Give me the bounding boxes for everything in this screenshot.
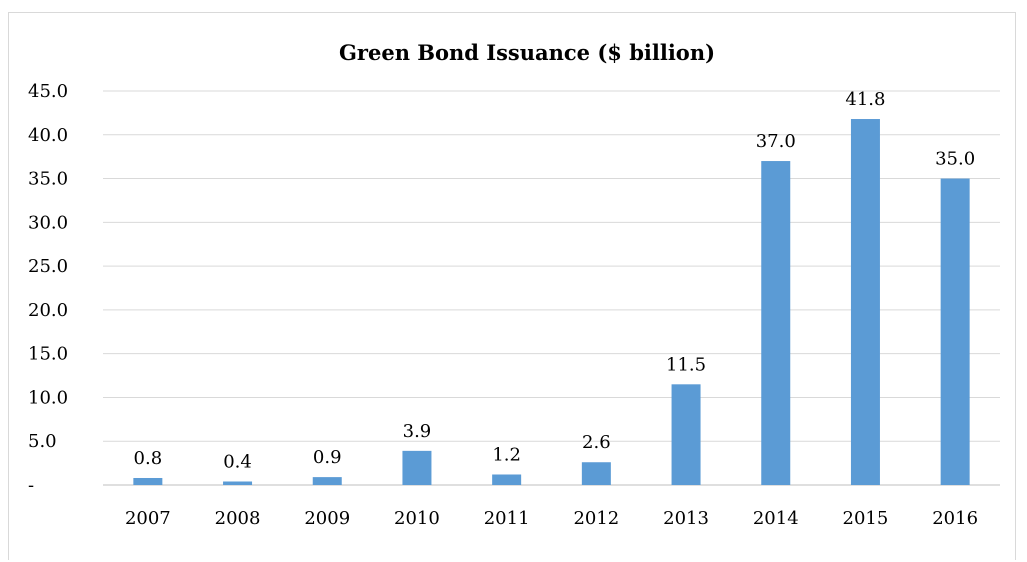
y-tick-label: 35.0 bbox=[28, 169, 68, 190]
x-tick-label-2014: 2014 bbox=[753, 508, 799, 529]
data-label-2010: 3.9 bbox=[403, 421, 432, 442]
bars bbox=[133, 119, 970, 486]
x-axis-ticks: 2007 2008 2009 2010 2011 2012 2013 2014 2015 2016 bbox=[125, 508, 978, 529]
y-axis-ticks: - 5.0 10.0 15.0 20.0 25.0 30.0 35.0 40.0 45.0 bbox=[28, 81, 68, 496]
data-label-2008: 0.4 bbox=[223, 451, 252, 472]
x-tick-label-2009: 2009 bbox=[304, 508, 350, 529]
y-tick-label: 10.0 bbox=[28, 387, 68, 408]
data-label-2009: 0.9 bbox=[313, 447, 342, 468]
y-tick-label: 20.0 bbox=[28, 300, 68, 321]
y-tick-label: 40.0 bbox=[28, 125, 68, 146]
bar-2008 bbox=[223, 481, 253, 485]
y-tick-label: 5.0 bbox=[28, 431, 57, 452]
gridlines bbox=[103, 90, 1000, 486]
bar-2015 bbox=[850, 119, 880, 486]
bar-2013 bbox=[671, 384, 701, 485]
bar-2010 bbox=[402, 450, 432, 485]
bar-2007 bbox=[133, 477, 163, 485]
bar-2014 bbox=[761, 161, 791, 486]
chart-frame bbox=[8, 12, 1016, 560]
y-tick-label: 15.0 bbox=[28, 344, 68, 365]
y-tick-label: 30.0 bbox=[28, 212, 68, 233]
bar-2016 bbox=[940, 178, 970, 486]
data-labels: 0.8 0.4 0.9 3.9 1.2 2.6 11.5 37.0 41.8 35.0 bbox=[134, 89, 976, 472]
data-label-2012: 2.6 bbox=[582, 432, 611, 453]
x-tick-label-2012: 2012 bbox=[573, 508, 619, 529]
bar-2009 bbox=[312, 477, 342, 485]
bar-2012 bbox=[581, 462, 611, 485]
x-tick-label-2016: 2016 bbox=[932, 508, 978, 529]
x-tick-label-2011: 2011 bbox=[484, 508, 530, 529]
chart-title: Green Bond Issuance ($ billion) bbox=[339, 40, 715, 65]
data-label-2013: 11.5 bbox=[666, 354, 706, 375]
x-tick-label-2015: 2015 bbox=[843, 508, 889, 529]
bar-2011 bbox=[492, 474, 522, 485]
data-label-2011: 1.2 bbox=[492, 444, 521, 465]
data-label-2014: 37.0 bbox=[756, 131, 796, 152]
data-label-2016: 35.0 bbox=[935, 149, 975, 170]
data-label-2007: 0.8 bbox=[134, 448, 163, 469]
y-tick-label: 25.0 bbox=[28, 256, 68, 277]
x-tick-label-2010: 2010 bbox=[394, 508, 440, 529]
x-tick-label-2013: 2013 bbox=[663, 508, 709, 529]
y-tick-label: 45.0 bbox=[28, 81, 68, 102]
x-tick-label-2008: 2008 bbox=[215, 508, 261, 529]
data-label-2015: 41.8 bbox=[845, 89, 885, 110]
x-tick-label-2007: 2007 bbox=[125, 508, 171, 529]
y-tick-label: - bbox=[28, 475, 34, 496]
